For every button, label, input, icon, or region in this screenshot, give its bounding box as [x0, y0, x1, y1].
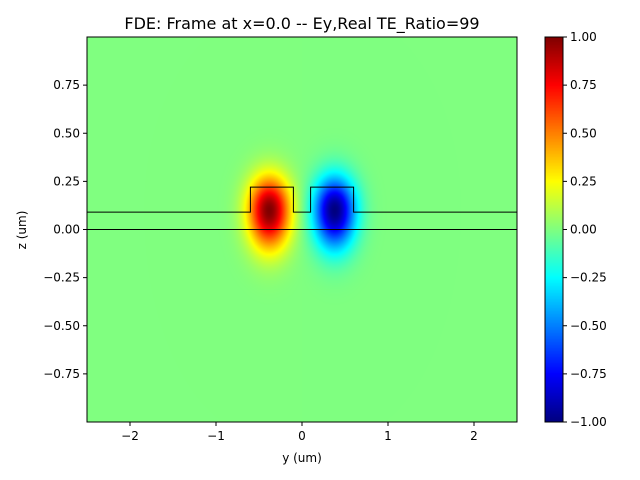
- colorbar-tick-label: −1.00: [570, 415, 607, 429]
- x-axis-ticks: −2 −1 0 1 2: [121, 422, 478, 443]
- plot-area: [86, 36, 518, 423]
- y-tick-label: 0.50: [53, 126, 80, 140]
- chart-title: FDE: Frame at x=0.0 -- Ey,Real TE_Ratio=…: [124, 14, 479, 34]
- y-tick-label: 0.25: [53, 174, 80, 188]
- x-tick-label: 2: [470, 429, 478, 443]
- colorbar-tick-label: −0.25: [570, 271, 607, 285]
- colorbar-tick-label: 0.50: [570, 126, 597, 140]
- x-tick-label: 0: [298, 429, 306, 443]
- x-tick-label: −1: [207, 429, 225, 443]
- colorbar: [545, 37, 563, 422]
- colorbar-tick-label: 0.25: [570, 174, 597, 188]
- colorbar-tick-label: 1.00: [570, 30, 597, 44]
- colorbar-tick-label: 0.00: [570, 223, 597, 237]
- waveguide-outline: [87, 186, 517, 213]
- colorbar-tick-label: 0.75: [570, 78, 597, 92]
- colorbar-tick-label: −0.75: [570, 367, 607, 381]
- x-axis-label: y (um): [282, 451, 322, 465]
- x-tick-label: −2: [121, 429, 139, 443]
- colorbar-frame: [544, 36, 564, 423]
- y-tick-label: −0.50: [43, 319, 80, 333]
- y-tick-label: −0.25: [43, 271, 80, 285]
- colorbar-ticks: 1.00 0.75 0.50 0.25 0.00 −0.25 −0.50 −0.75 −1.00: [563, 30, 607, 429]
- x-tick-label: 1: [384, 429, 392, 443]
- y-axis-label: z (um): [15, 211, 29, 250]
- y-tick-label: 0.00: [53, 223, 80, 237]
- y-tick-label: −0.75: [43, 367, 80, 381]
- y-tick-label: 0.75: [53, 78, 80, 92]
- y-axis-ticks: 0.75 0.50 0.25 0.00 −0.25 −0.50 −0.75: [43, 78, 87, 381]
- colorbar-tick-label: −0.50: [570, 319, 607, 333]
